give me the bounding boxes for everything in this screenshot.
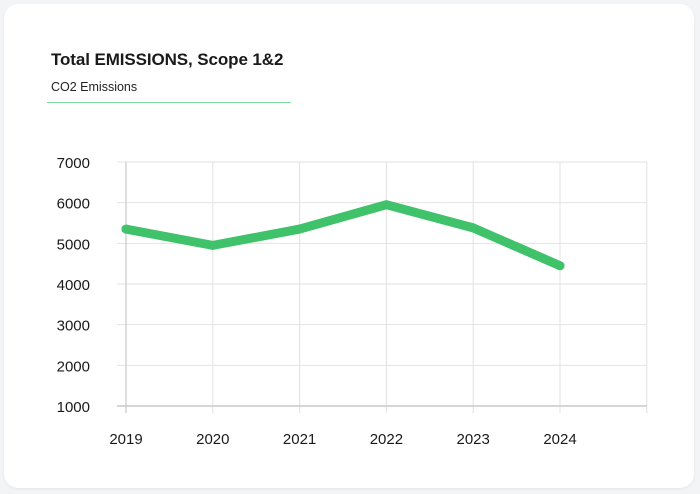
data-point bbox=[468, 223, 478, 233]
chart-subtitle: CO2 Emissions bbox=[51, 80, 138, 94]
grid bbox=[117, 161, 648, 413]
y-tick-label: 3000 bbox=[57, 318, 90, 335]
data-point bbox=[555, 261, 565, 271]
data-point bbox=[295, 224, 305, 234]
y-tick-label: 2000 bbox=[57, 358, 90, 375]
data-point bbox=[121, 224, 131, 234]
x-tick-label: 2020 bbox=[196, 431, 229, 448]
title-underline bbox=[47, 102, 291, 103]
x-tick-label: 2022 bbox=[370, 431, 403, 448]
y-tick-label: 6000 bbox=[57, 196, 90, 213]
y-tick-label: 5000 bbox=[57, 236, 90, 253]
chart-card: Total EMISSIONS, Scope 1&2 CO2 Emissions bbox=[4, 4, 694, 488]
data-point bbox=[208, 240, 218, 250]
series bbox=[121, 200, 565, 271]
axes bbox=[117, 162, 647, 413]
y-tick-label: 4000 bbox=[57, 277, 90, 294]
y-tick-label: 1000 bbox=[57, 399, 90, 416]
x-tick-label: 2023 bbox=[457, 431, 490, 448]
x-tick-label: 2019 bbox=[109, 431, 142, 448]
chart-title: Total EMISSIONS, Scope 1&2 bbox=[51, 50, 284, 69]
x-tick-label: 2021 bbox=[283, 431, 316, 448]
x-tick-label: 2024 bbox=[543, 431, 576, 448]
series-line bbox=[121, 200, 565, 271]
tick-labels: 7000 6000 5000 4000 3000 2000 1000 2019 2020 2021… bbox=[57, 155, 577, 448]
y-tick-label: 7000 bbox=[57, 155, 90, 172]
data-point bbox=[381, 200, 391, 210]
